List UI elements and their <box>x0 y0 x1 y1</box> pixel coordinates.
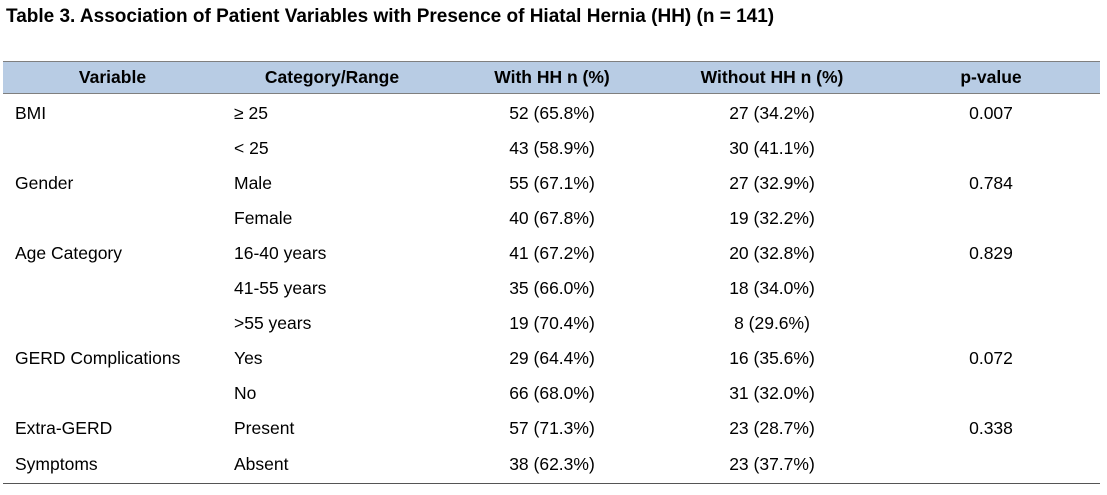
table-row: < 25 43 (58.9%) 30 (41.1%) <box>3 131 1100 166</box>
cell-p-value <box>882 131 1100 166</box>
association-table: Variable Category/Range With HH n (%) Wi… <box>3 61 1100 484</box>
cell-category: 16-40 years <box>234 243 327 263</box>
table-row: BMI ≥ 25 52 (65.8%) 27 (34.2%) 0.007 <box>3 94 1100 132</box>
cell-variable <box>3 306 222 341</box>
table-row: 41-55 years 35 (66.0%) 18 (34.0%) <box>3 271 1100 306</box>
cell-without-hh: 23 (28.7%) <box>729 418 815 438</box>
cell-category: ≥ 25 <box>234 103 268 123</box>
table-row: No 66 (68.0%) 31 (32.0%) <box>3 376 1100 411</box>
cell-variable: GERD Complications <box>15 348 181 368</box>
cell-with-hh: 66 (68.0%) <box>509 383 595 403</box>
cell-with-hh: 52 (65.8%) <box>509 103 595 123</box>
cell-p-value <box>882 376 1100 411</box>
cell-p-value: 0.338 <box>969 418 1013 438</box>
cell-with-hh: 57 (71.3%) <box>509 418 595 438</box>
table-header: Variable Category/Range With HH n (%) Wi… <box>3 61 1100 94</box>
cell-with-hh: 29 (64.4%) <box>509 348 595 368</box>
cell-with-hh: 41 (67.2%) <box>509 243 595 263</box>
cell-without-hh: 30 (41.1%) <box>729 138 815 158</box>
table-row: >55 years 19 (70.4%) 8 (29.6%) <box>3 306 1100 341</box>
cell-variable <box>3 271 222 306</box>
header-p-value: p-value <box>882 61 1100 94</box>
cell-p-value: 0.007 <box>969 103 1013 123</box>
cell-variable <box>3 376 222 411</box>
cell-variable: Extra-GERD <box>15 418 113 438</box>
cell-with-hh: 38 (62.3%) <box>442 446 662 484</box>
cell-p-value <box>882 446 1100 484</box>
cell-without-hh: 23 (37.7%) <box>662 446 882 484</box>
cell-with-hh: 19 (70.4%) <box>509 313 595 333</box>
table-body: BMI ≥ 25 52 (65.8%) 27 (34.2%) 0.007 < 2… <box>3 94 1100 484</box>
table-row: Extra-GERD Present 57 (71.3%) 23 (28.7%)… <box>3 411 1100 446</box>
table-row: Symptoms Absent 38 (62.3%) 23 (37.7%) <box>3 446 1100 484</box>
cell-without-hh: 18 (34.0%) <box>729 278 815 298</box>
cell-p-value: 0.072 <box>969 348 1013 368</box>
cell-category: >55 years <box>234 313 312 333</box>
header-with-hh: With HH n (%) <box>442 61 662 94</box>
cell-p-value: 0.784 <box>969 173 1013 193</box>
cell-with-hh: 40 (67.8%) <box>509 208 595 228</box>
cell-category: Male <box>234 173 272 193</box>
header-variable: Variable <box>3 61 222 94</box>
cell-with-hh: 43 (58.9%) <box>509 138 595 158</box>
cell-variable <box>3 201 222 236</box>
cell-variable: BMI <box>15 103 47 123</box>
cell-p-value <box>882 306 1100 341</box>
cell-category: Yes <box>234 348 263 368</box>
cell-category: No <box>234 383 257 403</box>
cell-without-hh: 27 (34.2%) <box>729 103 815 123</box>
header-row: Variable Category/Range With HH n (%) Wi… <box>3 61 1100 94</box>
cell-category: Female <box>234 208 293 228</box>
cell-with-hh: 55 (67.1%) <box>509 173 595 193</box>
cell-without-hh: 20 (32.8%) <box>729 243 815 263</box>
table-row: Female 40 (67.8%) 19 (32.2%) <box>3 201 1100 236</box>
cell-p-value <box>882 201 1100 236</box>
cell-variable: Gender <box>15 173 74 193</box>
table-title: Table 3. Association of Patient Variable… <box>6 6 775 27</box>
cell-category: Absent <box>222 446 442 484</box>
table-row: Age Category 16-40 years 41 (67.2%) 20 (… <box>3 236 1100 271</box>
cell-variable: Symptoms <box>3 446 222 484</box>
cell-without-hh: 27 (32.9%) <box>729 173 815 193</box>
table-row: Gender Male 55 (67.1%) 27 (32.9%) 0.784 <box>3 166 1100 201</box>
cell-category: < 25 <box>234 138 269 158</box>
header-category: Category/Range <box>222 61 442 94</box>
cell-without-hh: 16 (35.6%) <box>729 348 815 368</box>
cell-without-hh: 19 (32.2%) <box>729 208 815 228</box>
cell-category: 41-55 years <box>234 278 327 298</box>
cell-p-value: 0.829 <box>969 243 1013 263</box>
header-without-hh: Without HH n (%) <box>662 61 882 94</box>
cell-category: Present <box>234 418 295 438</box>
cell-variable: Age Category <box>15 243 123 263</box>
cell-without-hh: 31 (32.0%) <box>729 383 815 403</box>
cell-with-hh: 35 (66.0%) <box>509 278 595 298</box>
table-row: GERD Complications Yes 29 (64.4%) 16 (35… <box>3 341 1100 376</box>
cell-without-hh: 8 (29.6%) <box>734 313 810 333</box>
cell-variable <box>3 131 222 166</box>
cell-p-value <box>882 271 1100 306</box>
